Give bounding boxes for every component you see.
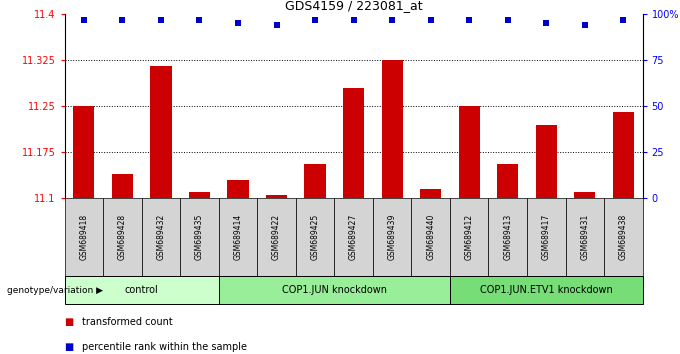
Bar <box>343 88 364 198</box>
Bar <box>266 195 287 198</box>
Text: GSM689427: GSM689427 <box>349 214 358 260</box>
Text: GSM689432: GSM689432 <box>156 214 165 260</box>
Text: COP1.JUN.ETV1 knockdown: COP1.JUN.ETV1 knockdown <box>480 285 613 295</box>
FancyBboxPatch shape <box>411 198 450 276</box>
FancyBboxPatch shape <box>527 198 566 276</box>
Bar <box>497 165 518 198</box>
Text: GSM689438: GSM689438 <box>619 214 628 260</box>
Text: GSM689417: GSM689417 <box>542 214 551 260</box>
Text: COP1.JUN knockdown: COP1.JUN knockdown <box>282 285 387 295</box>
Text: control: control <box>125 285 158 295</box>
Text: GSM689435: GSM689435 <box>195 214 204 261</box>
Bar <box>227 180 249 198</box>
FancyBboxPatch shape <box>65 198 103 276</box>
Text: ■: ■ <box>65 342 74 352</box>
FancyBboxPatch shape <box>450 198 488 276</box>
Bar <box>73 106 95 198</box>
Text: GSM689414: GSM689414 <box>233 214 243 260</box>
Text: GSM689425: GSM689425 <box>311 214 320 260</box>
Text: GSM689431: GSM689431 <box>580 214 590 260</box>
Text: GSM689428: GSM689428 <box>118 214 127 260</box>
Text: GSM689413: GSM689413 <box>503 214 512 260</box>
FancyBboxPatch shape <box>180 198 219 276</box>
FancyBboxPatch shape <box>566 198 604 276</box>
Bar <box>112 174 133 198</box>
Bar <box>150 66 171 198</box>
FancyBboxPatch shape <box>604 198 643 276</box>
FancyBboxPatch shape <box>296 198 335 276</box>
Text: GSM689440: GSM689440 <box>426 214 435 261</box>
Bar <box>574 192 596 198</box>
Bar <box>458 106 480 198</box>
Bar <box>536 125 557 198</box>
Text: genotype/variation ▶: genotype/variation ▶ <box>7 286 103 295</box>
Text: GSM689422: GSM689422 <box>272 214 281 260</box>
Text: GSM689418: GSM689418 <box>80 214 88 260</box>
Text: ■: ■ <box>65 317 74 327</box>
FancyBboxPatch shape <box>103 198 141 276</box>
Bar <box>420 189 441 198</box>
Bar <box>381 60 403 198</box>
FancyBboxPatch shape <box>450 276 643 304</box>
FancyBboxPatch shape <box>219 198 257 276</box>
FancyBboxPatch shape <box>141 198 180 276</box>
FancyBboxPatch shape <box>373 198 411 276</box>
Bar <box>305 165 326 198</box>
Bar <box>189 192 210 198</box>
FancyBboxPatch shape <box>488 198 527 276</box>
FancyBboxPatch shape <box>335 198 373 276</box>
Text: transformed count: transformed count <box>82 317 172 327</box>
Text: GSM689412: GSM689412 <box>464 214 474 260</box>
Text: percentile rank within the sample: percentile rank within the sample <box>82 342 247 352</box>
Text: GSM689439: GSM689439 <box>388 214 396 261</box>
Title: GDS4159 / 223081_at: GDS4159 / 223081_at <box>285 0 422 12</box>
FancyBboxPatch shape <box>65 276 219 304</box>
FancyBboxPatch shape <box>219 276 450 304</box>
FancyBboxPatch shape <box>257 198 296 276</box>
Bar <box>613 112 634 198</box>
